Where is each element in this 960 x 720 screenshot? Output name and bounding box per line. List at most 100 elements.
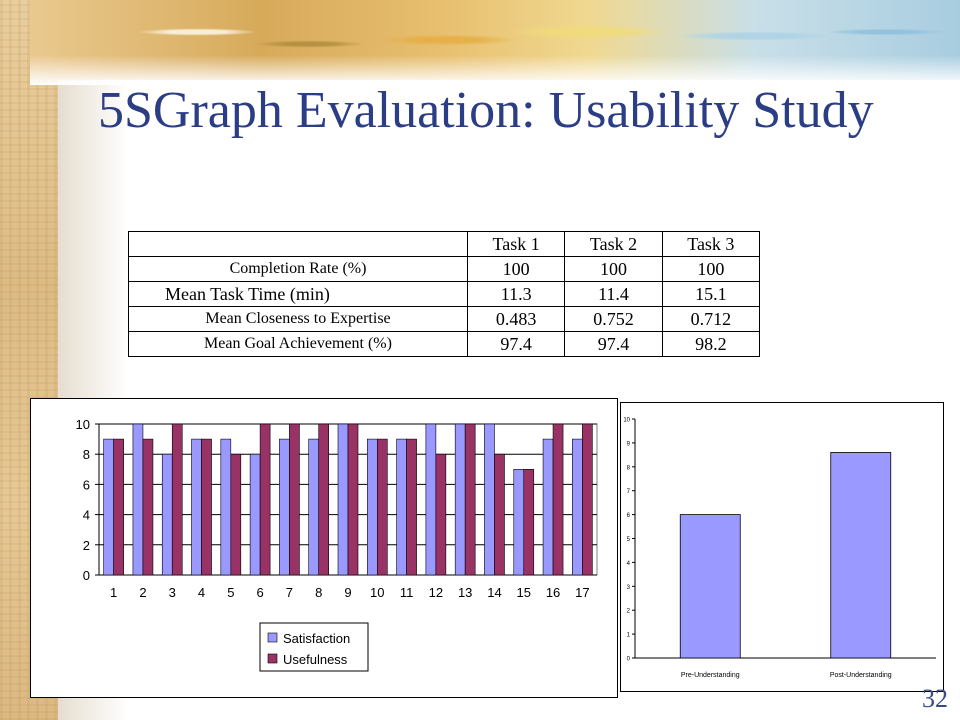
usefulness-bar [230, 453, 242, 576]
slide-title: 5SGraph Evaluation: Usability Study [98, 82, 874, 139]
understanding-bar [679, 514, 741, 659]
legend-satisfaction-swatch [267, 632, 278, 643]
legend-usefulness-swatch [267, 653, 278, 664]
y-tick-label: 6 [83, 477, 90, 492]
x-tick-label: 4 [198, 585, 205, 600]
table-cell: 100 [564, 256, 663, 282]
usefulness-bar [464, 423, 476, 576]
satisfaction-bar [191, 438, 202, 576]
x-tick-label: 13 [458, 585, 472, 600]
x-tick-label: 8 [315, 585, 322, 600]
table-row-label: Completion Rate (%) [128, 256, 468, 282]
y-tick-label: 9 [627, 441, 631, 447]
usefulness-bar [113, 438, 124, 576]
x-tick-label: 16 [546, 585, 560, 600]
satisfaction-bar [396, 438, 407, 576]
x-tick-label: 1 [110, 585, 117, 600]
y-tick-label: 10 [76, 417, 90, 432]
x-tick-label: 9 [344, 585, 351, 600]
understanding-bar [830, 452, 892, 659]
satisfaction-bar [103, 438, 114, 576]
y-tick-label: 6 [627, 513, 631, 519]
x-tick-label: 17 [575, 585, 589, 600]
table-header-row: Task 1 Task 2 Task 3 [128, 231, 761, 257]
satisfaction-bar [572, 438, 583, 576]
banner-fade [30, 55, 960, 85]
satisfaction-bar [513, 469, 525, 576]
understanding-chart-panel: 0 1 2 3 4 5 6 7 8 9 10 Pre-Understanding Post-Unders… [620, 402, 944, 692]
satisfaction-bar [279, 438, 290, 576]
satisfaction-bar [366, 438, 378, 576]
table-header-cell: Task 3 [661, 231, 761, 257]
table-header-cell: Task 2 [564, 231, 663, 257]
table-row: Mean Goal Achievement (%) 97.4 97.4 98.2 [128, 331, 761, 357]
table-header-cell [128, 231, 468, 257]
satisfaction-bar [161, 453, 173, 576]
table-row-label: Mean Goal Achievement (%) [128, 331, 468, 357]
y-tick-label: 3 [627, 585, 631, 591]
table-row-label: Mean Task Time (min) [128, 281, 468, 307]
table-cell: 98.2 [661, 331, 761, 357]
table-row: Mean Task Time (min) 11.3 11.4 15.1 [128, 281, 761, 307]
y-tick-label: 7 [627, 489, 631, 495]
satisfaction-bar [454, 423, 466, 576]
legend-usefulness-label: Usefulness [283, 652, 348, 667]
usefulness-bar [582, 423, 593, 576]
satisfaction-usefulness-chart-panel: 0 2 4 6 8 10 1 2 3 4 5 6 7 8 9 10 11 12 13 14 15 16 17 Satisfac… [30, 398, 618, 698]
y-tick-label: 5 [627, 537, 631, 543]
y-tick-label: 2 [83, 538, 90, 553]
satisfaction-bar [249, 453, 261, 576]
usefulness-bar [494, 453, 505, 576]
legend-box [259, 622, 369, 672]
y-tick-label: 10 [623, 418, 630, 424]
usefulness-bar [142, 438, 154, 576]
table-cell: 0.712 [661, 306, 761, 332]
y-tick-label: 0 [83, 568, 90, 583]
understanding-chart: 0 1 2 3 4 5 6 7 8 9 10 Pre-Understanding Post-Unders… [623, 418, 936, 679]
usefulness-bar [523, 469, 535, 576]
y-tick-label: 8 [627, 465, 631, 471]
usefulness-bar [201, 438, 212, 576]
y-tick-label: 1 [627, 633, 631, 639]
legend-satisfaction-label: Satisfaction [283, 631, 350, 646]
y-tick-label: 4 [83, 508, 90, 523]
usefulness-bar [347, 423, 359, 576]
satisfaction-bar [484, 423, 495, 576]
x-tick-label: Post-Understanding [830, 672, 892, 679]
results-table: Task 1 Task 2 Task 3 Completion Rate (%)… [128, 231, 761, 357]
usefulness-bar [259, 423, 271, 576]
table-cell: 100 [466, 256, 566, 282]
x-tick-label: 5 [227, 585, 234, 600]
x-tick-label: 2 [139, 585, 146, 600]
table-row-label: Mean Closeness to Expertise [128, 306, 468, 332]
y-tick-label: 8 [83, 447, 90, 462]
satisfaction-bar [425, 423, 437, 576]
x-tick-label: 7 [286, 585, 293, 600]
satisfaction-bar [337, 423, 349, 576]
satisfaction-bar [132, 423, 144, 576]
x-tick-label: Pre-Understanding [681, 672, 740, 679]
usefulness-bar [318, 423, 330, 576]
x-tick-label: 15 [517, 585, 531, 600]
x-tick-label: 6 [257, 585, 264, 600]
y-tick-label: 2 [627, 609, 631, 615]
table-header-cell: Task 1 [466, 231, 566, 257]
usefulness-bar [376, 438, 388, 576]
usefulness-bar [171, 423, 183, 576]
table-cell: 15.1 [661, 281, 761, 307]
usefulness-bar [406, 438, 417, 576]
table-row: Mean Closeness to Expertise 0.483 0.752 … [128, 306, 761, 332]
x-tick-label: 3 [169, 585, 176, 600]
usefulness-bar [552, 423, 564, 576]
x-tick-label: 12 [429, 585, 443, 600]
results-table-container: Task 1 Task 2 Task 3 Completion Rate (%)… [128, 231, 761, 357]
y-tick-label: 4 [627, 561, 631, 567]
table-cell: 97.4 [466, 331, 566, 357]
x-tick-label: 11 [400, 585, 414, 600]
table-cell: 0.752 [564, 306, 663, 332]
page-number: 32 [922, 684, 948, 713]
table-cell: 11.3 [466, 281, 566, 307]
satisfaction-bar [220, 438, 232, 576]
x-tick-label: 14 [487, 585, 501, 600]
